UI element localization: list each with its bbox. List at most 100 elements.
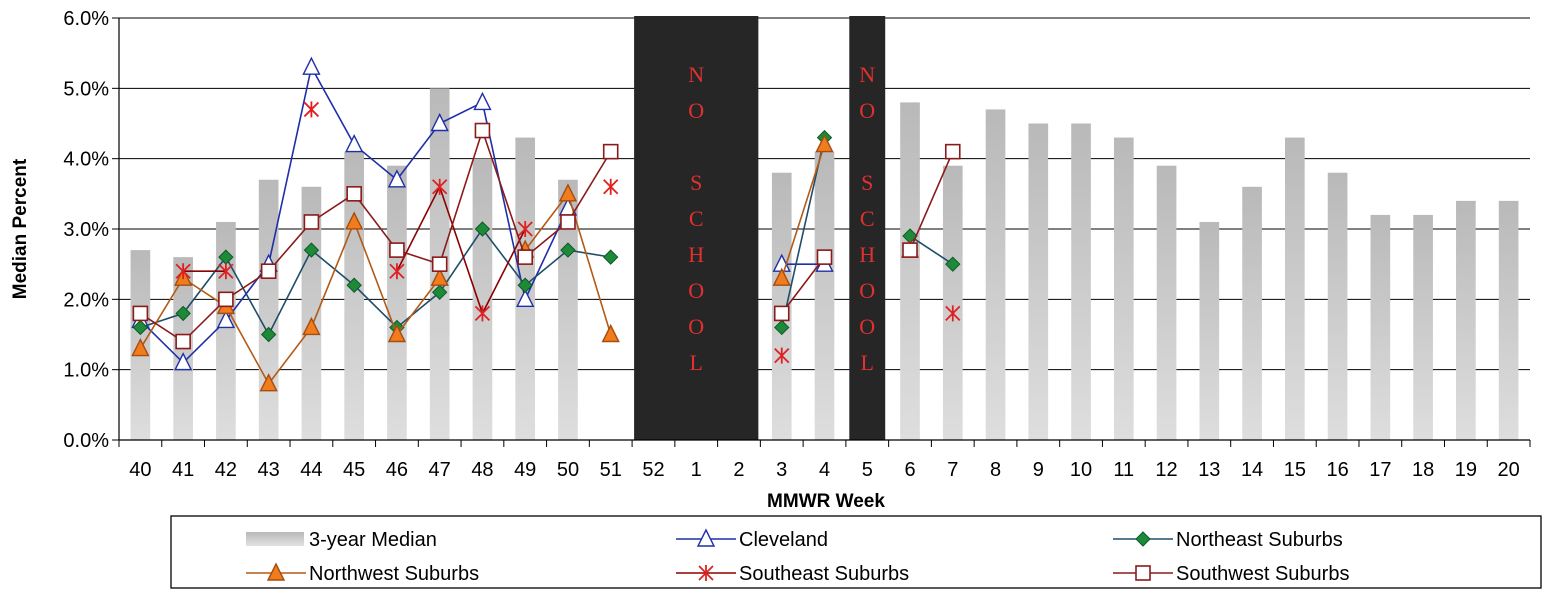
bar [900, 102, 920, 441]
x-tick-label: 9 [1033, 459, 1044, 481]
series-line [140, 227, 611, 337]
x-tick-label: 47 [429, 459, 451, 481]
no-school-letter: O [688, 278, 704, 303]
x-tick-label: 41 [172, 459, 194, 481]
data-point [560, 214, 576, 230]
data-point [260, 326, 277, 343]
no-school-letter: L [690, 350, 703, 375]
data-point [474, 122, 491, 139]
bar [1413, 214, 1433, 440]
no-school-letter: H [688, 242, 704, 267]
legend-label: Northwest Suburbs [309, 563, 479, 585]
data-point [517, 249, 533, 265]
bar [985, 109, 1006, 440]
data-point [603, 249, 619, 265]
data-point [945, 305, 961, 322]
no-school-letter: S [861, 170, 873, 195]
bar [1028, 123, 1049, 440]
data-point [774, 319, 790, 336]
x-tick-labels: 40 41 42 43 44 45 46 47 48 49 50 51 52 1 2 3 4 5 6 7 8 9 10 11 1… [129, 459, 1519, 481]
x-axis-title: MMWR Week [767, 491, 885, 512]
data-point [216, 309, 236, 329]
x-tick-label: 11 [1113, 459, 1134, 481]
series-line [909, 151, 954, 251]
legend-label: Southeast Suburbs [739, 563, 909, 585]
bar [1199, 221, 1220, 440]
data-point [944, 143, 961, 160]
data-point [815, 134, 834, 153]
x-tick-label: 14 [1241, 459, 1263, 481]
x-tick-label: 10 [1070, 459, 1092, 481]
y-tick-label: 0.0% [63, 430, 109, 452]
x-tick-label: 2 [733, 459, 744, 481]
y-tick-label: 2.0% [63, 289, 109, 311]
legend-label: Cleveland [739, 529, 828, 551]
data-point [345, 211, 364, 230]
data-point [346, 186, 362, 202]
data-point [389, 242, 405, 258]
bar [1071, 123, 1091, 440]
data-point [560, 242, 576, 258]
series-line [909, 235, 954, 265]
legend-marker [1135, 565, 1151, 581]
y-tick-label: 4.0% [63, 149, 109, 171]
bar [1113, 137, 1134, 441]
data-point [175, 263, 191, 280]
x-tick-label: 12 [1155, 459, 1177, 481]
series-southeast-suburbs [175, 101, 961, 364]
x-tick-label: 45 [343, 459, 365, 481]
data-point [473, 91, 492, 111]
data-point [259, 373, 278, 392]
x-tick-label: 18 [1412, 459, 1434, 481]
x-tick-label: 49 [514, 459, 536, 481]
x-tick-label: 7 [947, 459, 958, 481]
data-point [432, 178, 448, 195]
legend-item: 3-year Median [246, 529, 437, 551]
data-point [431, 256, 448, 272]
no-school-letter: L [861, 350, 874, 375]
x-tick-label: 42 [215, 459, 237, 481]
bar [258, 179, 279, 440]
legend: 3-year Median Cleveland Northeast Suburbs N… [170, 515, 1542, 589]
x-tick-label: 20 [1497, 459, 1519, 481]
no-school-letter: O [859, 98, 875, 123]
no-school-letter: H [859, 242, 875, 267]
data-point [302, 56, 321, 75]
no-school-block [634, 16, 759, 440]
no-school-letter: C [860, 206, 875, 231]
data-point [175, 333, 191, 350]
data-point [602, 143, 619, 160]
data-point [389, 263, 405, 280]
data-point [945, 256, 961, 272]
data-point [345, 134, 364, 153]
y-tick-label: 1.0% [63, 360, 109, 382]
bar [1456, 200, 1476, 440]
legend-item: Southeast Suburbs [676, 563, 909, 585]
data-point [902, 242, 918, 258]
x-tick-label: 48 [471, 459, 493, 481]
data-point [218, 291, 234, 308]
data-point [303, 242, 320, 258]
no-school-letter: O [859, 314, 875, 339]
x-tick-label: 1 [691, 459, 702, 481]
x-tick-label: 43 [258, 459, 280, 481]
data-point [131, 338, 150, 357]
line-series [131, 56, 961, 392]
x-tick-label: 17 [1369, 459, 1391, 481]
bar [1327, 172, 1348, 440]
data-point [346, 277, 362, 293]
data-point [387, 323, 407, 343]
legend-item: Northeast Suburbs [1113, 529, 1343, 551]
data-point [772, 267, 791, 286]
no-school-letter: O [859, 278, 875, 303]
data-point [174, 352, 193, 371]
bar-series-3-year-median [130, 88, 1519, 441]
x-tick-label: 52 [642, 459, 664, 481]
data-point [603, 178, 619, 195]
x-tick-label: 40 [129, 459, 151, 481]
data-point [774, 347, 790, 364]
bar [1370, 214, 1391, 440]
data-point [132, 319, 149, 336]
